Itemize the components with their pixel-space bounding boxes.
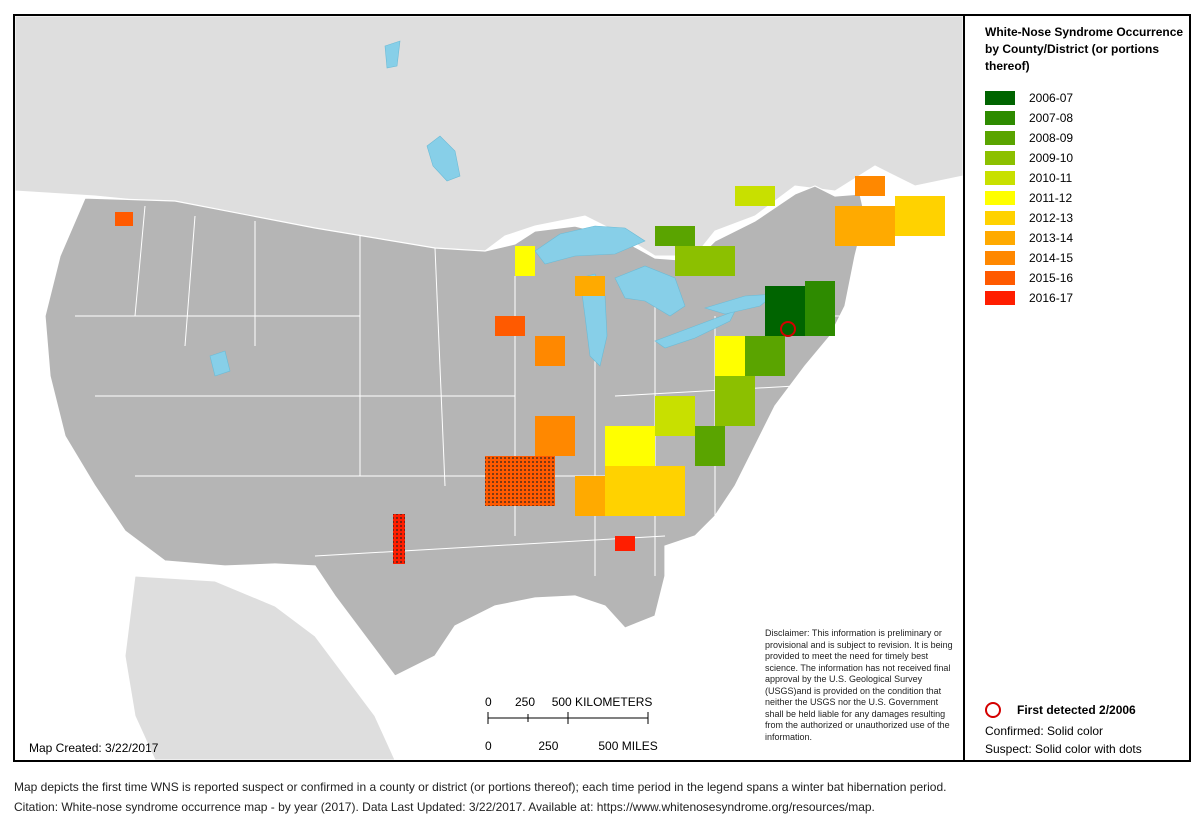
legend-label: 2007-08 [1029, 111, 1074, 125]
legend-swatch [985, 191, 1015, 205]
legend-swatch [985, 151, 1015, 165]
legend-swatch [985, 291, 1015, 305]
legend-swatch [985, 271, 1015, 285]
legend-label: 2010-11 [1029, 171, 1073, 185]
legend-label: 2012-13 [1029, 211, 1074, 225]
legend-panel: White-Nose Syndrome Occurrence by County… [965, 16, 1189, 760]
legend-item: 2010-11 [985, 170, 1072, 186]
legend-swatch [985, 111, 1015, 125]
legend-swatch [985, 131, 1015, 145]
first-detected-marker [780, 321, 796, 337]
red-ring-icon [985, 702, 1001, 718]
legend-swatch [985, 211, 1015, 225]
map-area[interactable]: Disclaimer: This information is prelimin… [15, 16, 965, 760]
scale-bar [487, 712, 649, 724]
legend-label: 2008-09 [1029, 131, 1074, 145]
map-svg [15, 16, 963, 760]
great-lakes [209, 40, 776, 377]
legend-swatch [985, 171, 1015, 185]
legend-item: 2006-07 [985, 90, 1073, 106]
first-detected-label: First detected 2/2006 [1017, 703, 1136, 717]
footer-citation: Citation: White-nose syndrome occurrence… [14, 800, 875, 814]
legend-item: 2013-14 [985, 230, 1073, 246]
legend-swatch [985, 251, 1015, 265]
legend-label: 2016-17 [1029, 291, 1074, 305]
legend-swatch [985, 91, 1015, 105]
legend-label: 2014-15 [1029, 251, 1074, 265]
legend-item: 2016-17 [985, 290, 1073, 306]
legend-label: 2015-16 [1029, 271, 1074, 285]
legend-item: 2009-10 [985, 150, 1073, 166]
legend-item: 2014-15 [985, 250, 1073, 266]
mexico-landmass [124, 575, 396, 760]
suspect-label: Suspect: Solid color with dots [985, 742, 1142, 756]
legend-label: 2013-14 [1029, 231, 1074, 245]
legend-item: 2015-16 [985, 270, 1073, 286]
map-created-date: Map Created: 3/22/2017 [29, 741, 159, 755]
footer-note: Map depicts the first time WNS is report… [14, 780, 947, 794]
legend-label: 2009-10 [1029, 151, 1074, 165]
legend-label: 2011-12 [1029, 191, 1073, 205]
map-frame: Disclaimer: This information is prelimin… [13, 14, 1191, 762]
wns-counties [115, 176, 945, 564]
scale-km-label: 0 250 500 KILOMETERS [485, 695, 653, 709]
first-detected-legend: First detected 2/2006 [985, 702, 1136, 718]
scale-mi-label: 0 250 500 MILES [485, 739, 658, 753]
disclaimer-text: Disclaimer: This information is prelimin… [765, 628, 955, 743]
legend-title: White-Nose Syndrome Occurrence by County… [985, 25, 1184, 73]
legend-swatch [985, 231, 1015, 245]
legend-label: 2006-07 [1029, 91, 1074, 105]
legend-item: 2007-08 [985, 110, 1073, 126]
confirmed-label: Confirmed: Solid color [985, 724, 1104, 738]
legend-item: 2011-12 [985, 190, 1072, 206]
legend-item: 2012-13 [985, 210, 1073, 226]
legend-item: 2008-09 [985, 130, 1073, 146]
